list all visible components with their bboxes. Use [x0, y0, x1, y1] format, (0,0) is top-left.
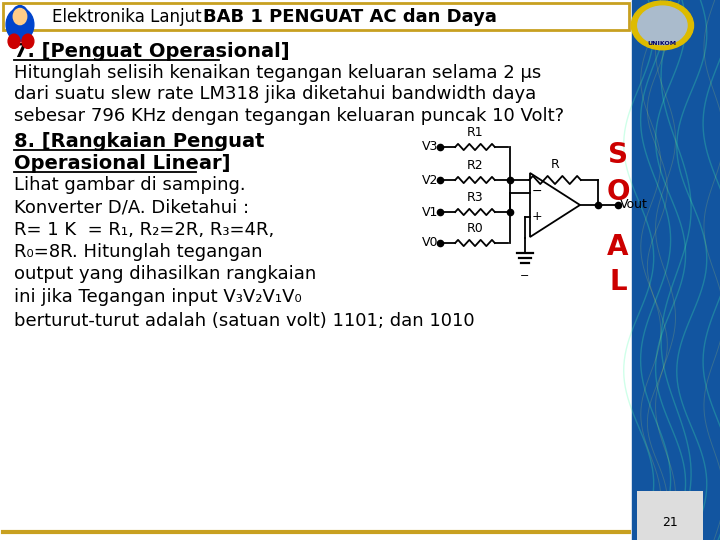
Bar: [0, 0, 632, 540]
Text: V3: V3: [422, 140, 438, 153]
Text: 8. [Rangkaian Penguat: 8. [Rangkaian Penguat: [14, 132, 264, 151]
Circle shape: [631, 1, 693, 50]
Bar: [632, 0, 720, 540]
Text: R1: R1: [467, 126, 483, 139]
Text: R= 1 K  = R₁, R₂=2R, R₃=4R,: R= 1 K = R₁, R₂=2R, R₃=4R,: [14, 221, 274, 239]
Text: dari suatu slew rate LM318 jika diketahui bandwidth daya: dari suatu slew rate LM318 jika diketahu…: [14, 85, 536, 103]
Text: +: +: [531, 210, 542, 222]
Text: output yang dihasilkan rangkaian: output yang dihasilkan rangkaian: [14, 265, 316, 283]
Text: V2: V2: [422, 173, 438, 186]
Text: S: S: [608, 141, 628, 169]
Text: Operasional Linear]: Operasional Linear]: [14, 154, 230, 173]
Circle shape: [638, 6, 687, 45]
Text: −: −: [521, 271, 530, 281]
Text: O: O: [606, 178, 630, 206]
Text: Hitunglah selisih kenaikan tegangan keluaran selama 2 μs: Hitunglah selisih kenaikan tegangan kelu…: [14, 64, 541, 82]
Text: R3: R3: [467, 191, 483, 204]
Text: sebesar 796 KHz dengan tegangan keluaran puncak 10 Volt?: sebesar 796 KHz dengan tegangan keluaran…: [14, 107, 564, 125]
Circle shape: [8, 34, 20, 49]
Text: Lihat gambar di samping.: Lihat gambar di samping.: [14, 176, 246, 194]
Text: L: L: [609, 268, 627, 296]
Text: ini jika Tegangan input V₃V₂V₁V₀: ini jika Tegangan input V₃V₂V₁V₀: [14, 288, 302, 306]
Circle shape: [13, 9, 27, 25]
Text: −: −: [532, 185, 542, 198]
Text: Elektronika Lanjut: Elektronika Lanjut: [52, 8, 202, 26]
Text: R: R: [551, 158, 559, 171]
Text: Konverter D/A. Diketahui :: Konverter D/A. Diketahui :: [14, 198, 249, 216]
Text: 21: 21: [662, 516, 678, 529]
Text: UNIKOM: UNIKOM: [648, 40, 677, 46]
Text: Vout: Vout: [620, 199, 648, 212]
Circle shape: [12, 5, 28, 25]
Text: R0: R0: [467, 222, 483, 235]
Text: V1: V1: [422, 206, 438, 219]
Circle shape: [6, 8, 34, 41]
FancyBboxPatch shape: [3, 3, 629, 30]
Circle shape: [22, 34, 34, 49]
Text: R₀=8R. Hitunglah tegangan: R₀=8R. Hitunglah tegangan: [14, 243, 263, 261]
Text: 7. [Penguat Operasional]: 7. [Penguat Operasional]: [14, 42, 289, 61]
Text: R2: R2: [467, 159, 483, 172]
Text: A: A: [607, 233, 629, 261]
Text: V0: V0: [421, 237, 438, 249]
Text: BAB 1 PENGUAT AC dan Daya: BAB 1 PENGUAT AC dan Daya: [203, 8, 497, 26]
Text: berturut-turut adalah (satuan volt) 1101; dan 1010: berturut-turut adalah (satuan volt) 1101…: [14, 312, 474, 330]
